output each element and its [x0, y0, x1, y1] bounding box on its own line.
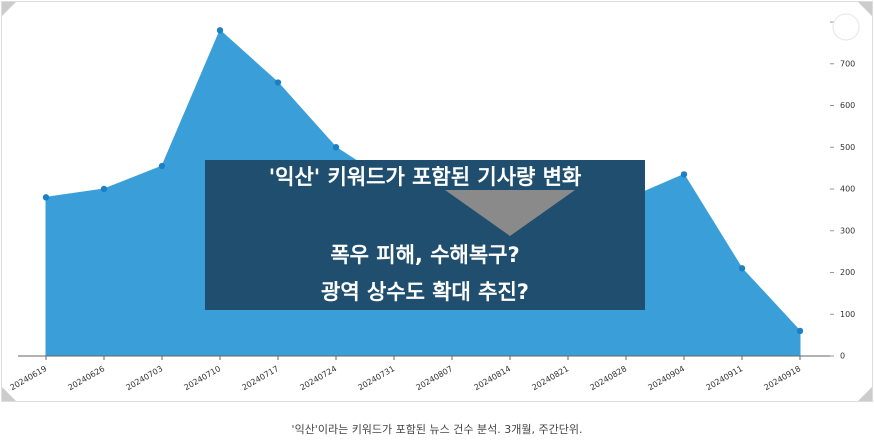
- y-tick-label: 300: [840, 226, 855, 235]
- point: [796, 327, 804, 335]
- corner: [2, 2, 16, 16]
- y-tick-label: 100: [840, 310, 855, 319]
- point: [158, 162, 166, 170]
- annotation: 폭우 피해, 수해복구?: [330, 243, 519, 267]
- corner: [858, 387, 872, 401]
- menu-button[interactable]: [832, 13, 860, 41]
- point: [274, 79, 282, 86]
- point: [680, 171, 688, 178]
- point: [738, 265, 746, 272]
- y-tick-label: 0: [840, 352, 845, 361]
- point: [100, 185, 108, 193]
- y-tick-label: 200: [840, 268, 855, 277]
- caption: '익산'이라는 키워드가 포함된 뉴스 건수 분석. 3개월, 주간단위.: [292, 423, 583, 436]
- annotation-box: [205, 160, 645, 310]
- point: [332, 144, 340, 151]
- annotation-shape: [445, 190, 575, 236]
- annotation: '익산' 키워드가 포함된 기사량 변화: [269, 165, 582, 189]
- annotation: 광역 상수도 확대 추진?: [321, 280, 529, 304]
- y-tick-label: 500: [840, 143, 855, 152]
- corner: [858, 2, 872, 16]
- corner: [2, 387, 16, 401]
- y-tick-label: 700: [840, 59, 855, 68]
- point: [42, 194, 50, 201]
- point: [216, 27, 224, 34]
- overlay: '익산' 키워드가 포함된 기사량 변화 폭우 피해, 수해복구? 광역 상수도…: [205, 160, 645, 310]
- y-tick-label: 600: [840, 101, 855, 110]
- y-tick-label: 400: [840, 185, 855, 194]
